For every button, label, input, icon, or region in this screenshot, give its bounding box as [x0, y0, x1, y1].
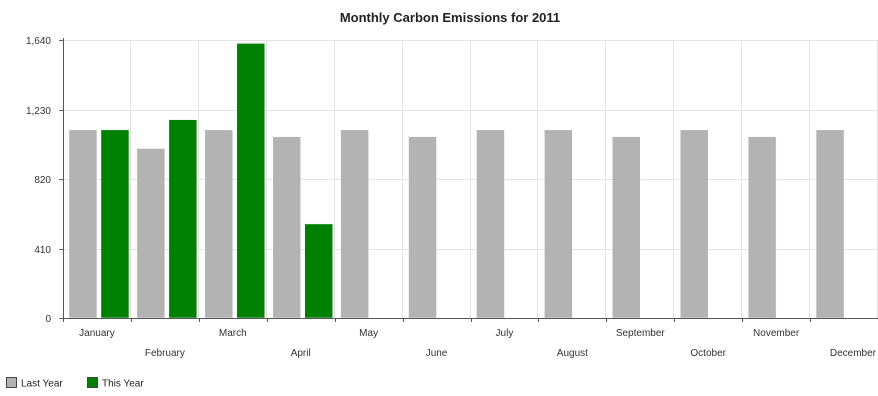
x-tick-label-december: December [830, 348, 877, 359]
y-tick-label: 410 [34, 245, 51, 256]
x-tick-label-october: October [690, 348, 726, 359]
bars [68, 43, 845, 319]
x-tick-label-august: August [557, 348, 588, 359]
bar-last-year-august[interactable] [544, 129, 573, 319]
x-tick-label-january: January [79, 328, 115, 339]
legend-swatch-last-year [6, 377, 17, 388]
x-tick-label-march: March [219, 328, 247, 339]
y-tick-label: 0 [45, 314, 51, 325]
x-tick-label-february: February [145, 348, 185, 359]
y-tick-label: 1,230 [26, 106, 51, 117]
bar-last-year-october[interactable] [679, 129, 709, 319]
legend-label-last-year: Last Year [21, 379, 63, 390]
bar-this-year-march[interactable] [236, 43, 266, 319]
y-tick-label: 820 [34, 175, 51, 186]
legend-swatch-this-year [87, 377, 98, 388]
bar-last-year-november[interactable] [747, 136, 777, 319]
bar-this-year-april[interactable] [304, 223, 333, 319]
y-tick-label: 1,640 [26, 36, 51, 47]
bar-this-year-january[interactable] [100, 129, 130, 319]
x-tick-label-april: April [291, 348, 311, 359]
x-tick-label-november: November [753, 328, 800, 339]
bar-last-year-july[interactable] [476, 129, 505, 319]
bar-last-year-april[interactable] [272, 136, 301, 319]
bar-last-year-march[interactable] [204, 129, 234, 319]
y-axis-ticks: 0 410 820 1,230 1,640 [26, 36, 63, 325]
bar-this-year-february[interactable] [168, 119, 198, 319]
legend: Last Year This Year [6, 377, 144, 390]
bar-last-year-january[interactable] [68, 129, 98, 319]
x-tick-label-june: June [426, 348, 448, 359]
x-tick-label-july: July [496, 328, 514, 339]
bar-last-year-february[interactable] [136, 148, 166, 319]
bar-last-year-december[interactable] [815, 129, 845, 319]
grid-lines [63, 40, 878, 318]
bar-last-year-may[interactable] [340, 129, 369, 319]
chart-title: Monthly Carbon Emissions for 2011 [340, 10, 560, 25]
x-tick-label-may: May [359, 328, 378, 339]
legend-label-this-year: This Year [102, 379, 144, 390]
x-tick-label-september: September [616, 328, 666, 339]
x-axis-ticks: January February March April May June July Augu… [63, 318, 877, 359]
bar-last-year-september[interactable] [612, 136, 641, 319]
bar-last-year-june[interactable] [408, 136, 437, 319]
